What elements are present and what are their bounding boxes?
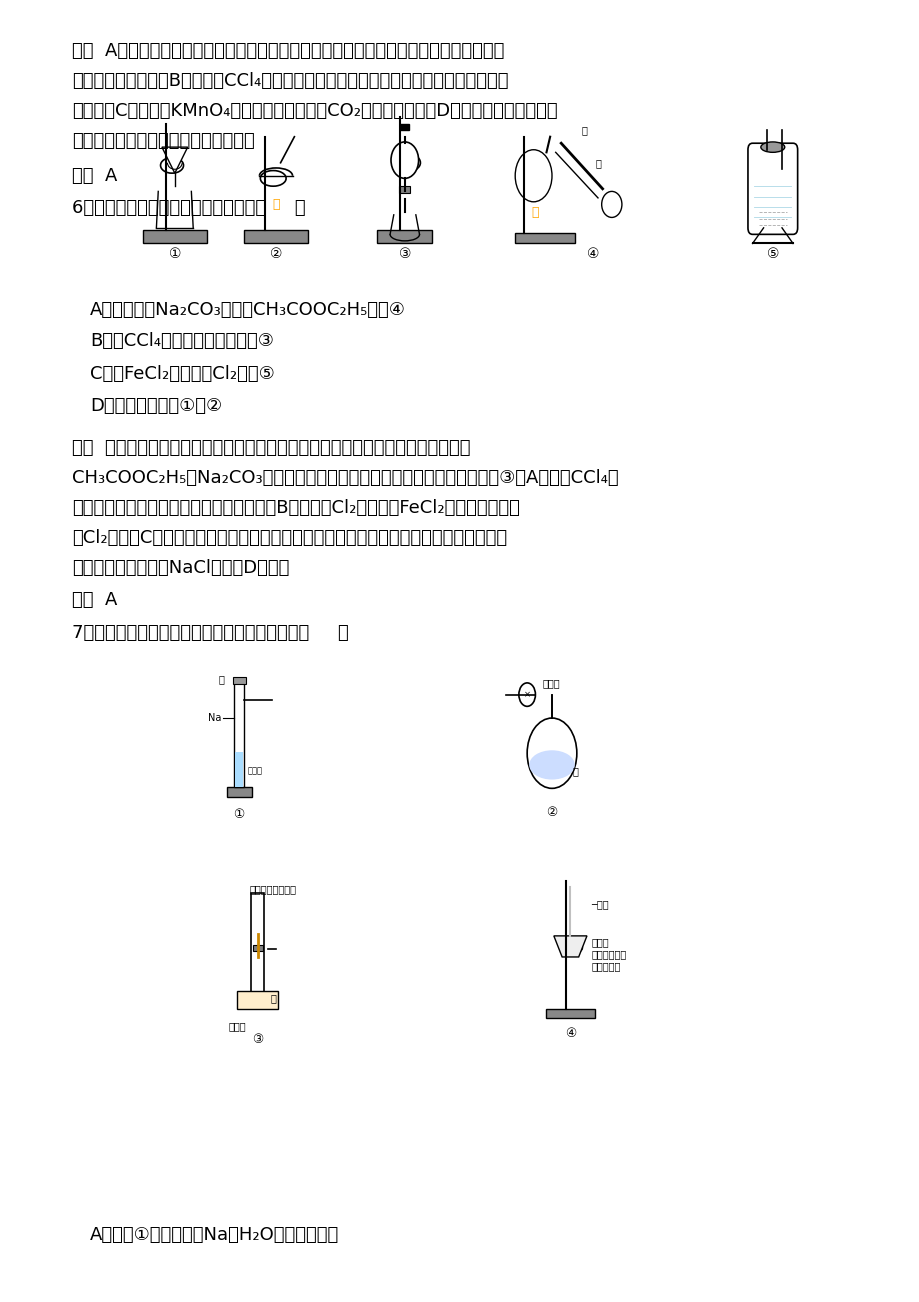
Text: 粉的混合物: 粉的混合物 <box>591 961 619 971</box>
Polygon shape <box>553 936 586 957</box>
Text: 🔥: 🔥 <box>531 206 539 219</box>
Ellipse shape <box>601 191 621 217</box>
Text: ①: ① <box>168 247 181 262</box>
Text: 水: 水 <box>595 158 600 168</box>
Bar <box>235 753 243 788</box>
Text: ③: ③ <box>398 247 411 262</box>
Bar <box>253 945 262 950</box>
Text: 水: 水 <box>270 993 276 1003</box>
Text: 6．下列实验中，所选装置不合理的是（     ）: 6．下列实验中，所选装置不合理的是（ ） <box>72 199 305 217</box>
Bar <box>515 233 574 243</box>
Bar <box>227 788 252 797</box>
Text: A．装置①可用于验证Na与H₂O反应是否放热: A．装置①可用于验证Na与H₂O反应是否放热 <box>90 1226 339 1245</box>
Bar <box>234 682 244 788</box>
Ellipse shape <box>528 750 574 780</box>
Bar <box>400 124 409 130</box>
Text: CH₃COOC₂H₅与Na₂CO₃溶液互不相溶，故应选择分液法将其分离，因此选③，A错；用CCl₄提: CH₃COOC₂H₅与Na₂CO₃溶液互不相溶，故应选择分液法将其分离，因此选③… <box>72 469 618 487</box>
Ellipse shape <box>527 719 576 788</box>
Text: 碱石灰: 碱石灰 <box>541 678 559 687</box>
Text: ①: ① <box>233 809 244 822</box>
Text: 在支管口附近（测的是馏分的温度）。: 在支管口附近（测的是馏分的温度）。 <box>72 132 255 150</box>
Text: 7．关于下列各实验装置的叙述中，不正确的是（     ）: 7．关于下列各实验装置的叙述中，不正确的是（ ） <box>72 624 348 642</box>
Text: 🔥: 🔥 <box>272 198 279 211</box>
FancyBboxPatch shape <box>747 143 797 234</box>
Bar <box>545 1009 595 1018</box>
Text: ⑤: ⑤ <box>766 247 778 262</box>
Text: ②: ② <box>546 806 557 819</box>
Text: ③: ③ <box>252 1034 263 1046</box>
Text: 取碘水中的碘，应选择分液漏斗萃取分液，B正确；将Cl₂通过盛有FeCl₂溶液的洗气瓶，: 取碘水中的碘，应选择分液漏斗萃取分液，B正确；将Cl₂通过盛有FeCl₂溶液的洗… <box>72 499 519 517</box>
Circle shape <box>518 682 535 706</box>
Bar <box>251 893 264 992</box>
Bar <box>233 677 245 684</box>
Text: 浓硝酸: 浓硝酸 <box>229 1021 246 1031</box>
Bar <box>399 186 410 193</box>
Text: 将Cl₂吸收，C正确；粗盐提纯应先将粗盐溶于蒸馏水中，然后过滤除掉泥沙等不溶物，再: 将Cl₂吸收，C正确；粗盐提纯应先将粗盐溶于蒸馏水中，然后过滤除掉泥沙等不溶物，… <box>72 529 506 547</box>
Bar <box>377 230 432 243</box>
Ellipse shape <box>760 142 784 152</box>
Ellipse shape <box>515 150 551 202</box>
Text: ─镁条: ─镁条 <box>591 900 608 909</box>
Text: ②: ② <box>269 247 282 262</box>
Text: B．用CCl₄提取碘水中的碘，选③: B．用CCl₄提取碘水中的碘，选③ <box>90 332 274 350</box>
Bar <box>237 991 278 1009</box>
Text: 解析  A项，夹紧止水夹，从长颈漏斗注水，在长颈漏斗下端能形成稳定的水柱，说明气密: 解析 A项，夹紧止水夹，从长颈漏斗注水，在长颈漏斗下端能形成稳定的水柱，说明气密 <box>72 42 504 60</box>
Text: 红墨水: 红墨水 <box>247 767 262 775</box>
Text: ④: ④ <box>564 1027 575 1040</box>
Text: 性良好，可以实现；B项，碘的CCl₄溶液不分层，不能用分液的方法分离，可以采用蒸馏: 性良好，可以实现；B项，碘的CCl₄溶液不分层，不能用分液的方法分离，可以采用蒸… <box>72 72 507 90</box>
Text: D．粗盐提纯，选①和②: D．粗盐提纯，选①和② <box>90 397 222 415</box>
Text: Na: Na <box>208 713 221 723</box>
Polygon shape <box>162 147 187 173</box>
Text: ×: × <box>523 690 530 699</box>
Text: C．用FeCl₂溶液吸收Cl₂，选⑤: C．用FeCl₂溶液吸收Cl₂，选⑤ <box>90 365 275 383</box>
Text: ④: ④ <box>586 247 599 262</box>
Text: 水: 水 <box>218 674 223 685</box>
Text: 解析  解答本题主要从物质的性质、实验原理、仪器的选择是否正确等角度去分析。: 解析 解答本题主要从物质的性质、实验原理、仪器的选择是否正确等角度去分析。 <box>72 439 470 457</box>
Ellipse shape <box>391 142 418 178</box>
Text: 二氧化锰和铝: 二氧化锰和铝 <box>591 949 626 960</box>
Text: 蒸发、浓缩最后得到NaCl晶体，D正确。: 蒸发、浓缩最后得到NaCl晶体，D正确。 <box>72 559 289 577</box>
Bar <box>244 230 308 243</box>
Text: 答案  A: 答案 A <box>72 167 117 185</box>
Text: 可上下移动的铜丝: 可上下移动的铜丝 <box>249 884 296 894</box>
Text: 的方法；C项，酸性KMnO₄溶液能把乙烯氧化为CO₂，引入新杂质；D项，分馏时，温度计应: 的方法；C项，酸性KMnO₄溶液能把乙烯氧化为CO₂，引入新杂质；D项，分馏时，… <box>72 102 557 120</box>
Text: 氯酸钾: 氯酸钾 <box>591 936 608 947</box>
Text: 水: 水 <box>572 766 578 776</box>
Text: A．分离饱和Na₂CO₃溶液和CH₃COOC₂H₅，选④: A．分离饱和Na₂CO₃溶液和CH₃COOC₂H₅，选④ <box>90 301 405 319</box>
Bar <box>142 230 207 243</box>
Text: 答案  A: 答案 A <box>72 591 117 609</box>
Text: 水: 水 <box>581 125 586 135</box>
